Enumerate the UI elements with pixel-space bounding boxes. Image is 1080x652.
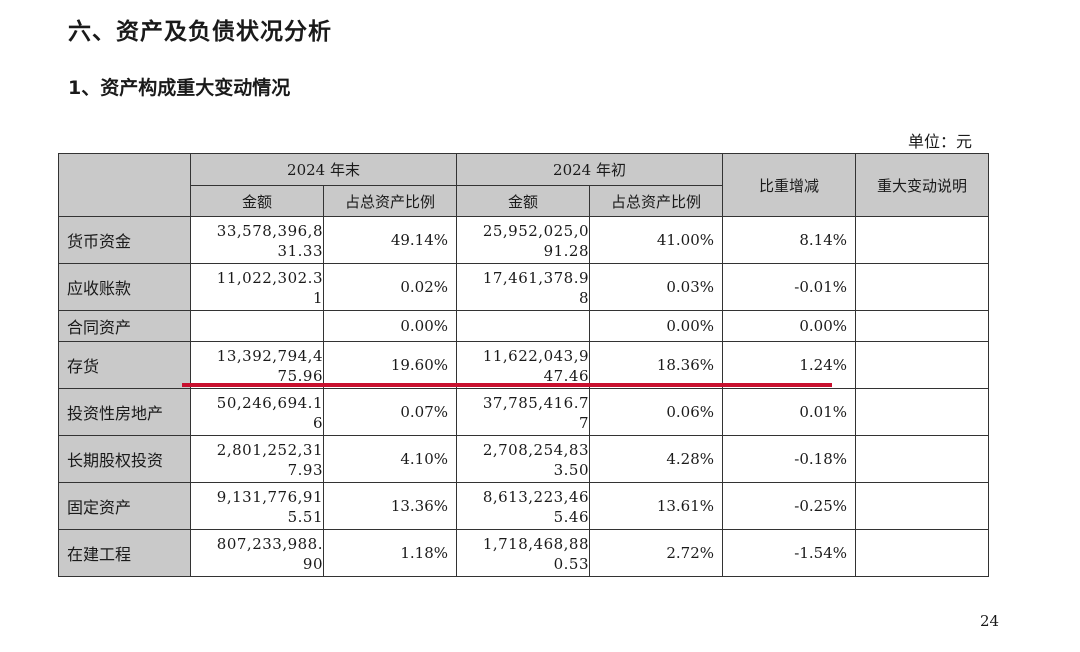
- end-ratio: 4.10%: [322, 435, 458, 483]
- item-name: 应收账款: [58, 263, 191, 311]
- start-ratio-header: 占总资产比例: [589, 185, 724, 217]
- end-ratio: 49.14%: [322, 216, 458, 264]
- item-name: 投资性房地产: [58, 388, 191, 436]
- item-name: 在建工程: [58, 529, 191, 577]
- end-ratio: 0.02%: [322, 263, 458, 311]
- start-amount: 11,622,043,947.46: [482, 347, 590, 385]
- item-name: 合同资产: [58, 310, 191, 342]
- end-ratio: 19.60%: [322, 341, 458, 389]
- change-note: [855, 482, 990, 530]
- table-row: 长期股权投资 2,801,252,317.93 4.10% 2,708,254,…: [58, 435, 990, 483]
- start-ratio: 0.00%: [589, 310, 724, 342]
- page-number: 24: [980, 612, 1000, 630]
- start-amount: 8,613,223,465.46: [482, 488, 590, 526]
- asset-composition-table: 2024 年末 2024 年初 比重增减 重大变动说明 金额 占总资产比例 金额…: [58, 153, 990, 577]
- start-ratio: 4.28%: [589, 435, 724, 483]
- item-name: 固定资产: [58, 482, 191, 530]
- ratio-change: 1.24%: [722, 341, 857, 389]
- start-ratio: 41.00%: [589, 216, 724, 264]
- change-header: 比重增减: [722, 153, 857, 217]
- ratio-change: -1.54%: [722, 529, 857, 577]
- table-row: 存货 13,392,794,475.96 19.60% 11,622,043,9…: [58, 341, 990, 389]
- end-amount: 807,233,988.90: [216, 535, 323, 573]
- end-amount: 33,578,396,831.33: [216, 222, 323, 260]
- start-amount: 37,785,416.77: [482, 394, 590, 432]
- table-row: 固定资产 9,131,776,915.51 13.36% 8,613,223,4…: [58, 482, 990, 530]
- end-amount: 11,022,302.31: [216, 269, 323, 307]
- ratio-change: 8.14%: [722, 216, 857, 264]
- item-name: 货币资金: [58, 216, 191, 264]
- start-amount: 1,718,468,880.53: [482, 535, 590, 573]
- start-ratio: 0.06%: [589, 388, 724, 436]
- ratio-change: -0.25%: [722, 482, 857, 530]
- change-note: [855, 341, 990, 389]
- start-amount: 2,708,254,833.50: [482, 441, 590, 479]
- start-amount: 25,952,025,091.28: [482, 222, 590, 260]
- start-amount: 17,461,378.98: [482, 269, 590, 307]
- change-note: [855, 216, 990, 264]
- change-note: [855, 310, 990, 342]
- ratio-change: 0.01%: [722, 388, 857, 436]
- ratio-change: -0.01%: [722, 263, 857, 311]
- start-ratio: 18.36%: [589, 341, 724, 389]
- end-ratio: 1.18%: [322, 529, 458, 577]
- table-row: 投资性房地产 50,246,694.16 0.07% 37,785,416.77…: [58, 388, 990, 436]
- change-note: [855, 435, 990, 483]
- end-amount: 50,246,694.16: [216, 394, 323, 432]
- end-amount-header: 金额: [190, 185, 324, 217]
- item-name: 长期股权投资: [58, 435, 191, 483]
- item-header: [58, 153, 191, 217]
- ratio-change: -0.18%: [722, 435, 857, 483]
- item-name: 存货: [58, 341, 191, 389]
- end-amount: 13,392,794,475.96: [216, 347, 323, 385]
- table-row: 货币资金 33,578,396,831.33 49.14% 25,952,025…: [58, 216, 990, 264]
- explanation-header: 重大变动说明: [855, 153, 990, 217]
- start-ratio: 0.03%: [589, 263, 724, 311]
- table-row: 合同资产 0.00% 0.00% 0.00%: [58, 310, 990, 342]
- end-ratio: 0.00%: [322, 310, 458, 342]
- table-row: 应收账款 11,022,302.31 0.02% 17,461,378.98 0…: [58, 263, 990, 311]
- period-start-header: 2024 年初: [456, 153, 724, 186]
- red-underline-annotation: [182, 383, 832, 387]
- end-amount: 2,801,252,317.93: [216, 441, 323, 479]
- end-ratio: 13.36%: [322, 482, 458, 530]
- change-note: [855, 388, 990, 436]
- start-amount-header: 金额: [456, 185, 591, 217]
- subsection-title: 1、资产构成重大变动情况: [68, 77, 291, 99]
- ratio-change: 0.00%: [722, 310, 857, 342]
- start-ratio: 2.72%: [589, 529, 724, 577]
- end-amount: 9,131,776,915.51: [216, 488, 323, 526]
- end-ratio: 0.07%: [322, 388, 458, 436]
- table-row: 在建工程 807,233,988.90 1.18% 1,718,468,880.…: [58, 529, 990, 577]
- change-note: [855, 263, 990, 311]
- change-note: [855, 529, 990, 577]
- end-ratio-header: 占总资产比例: [322, 185, 458, 217]
- start-ratio: 13.61%: [589, 482, 724, 530]
- section-title: 六、资产及负债状况分析: [68, 19, 332, 45]
- period-end-header: 2024 年末: [189, 153, 458, 186]
- unit-label: 单位：元: [908, 132, 973, 151]
